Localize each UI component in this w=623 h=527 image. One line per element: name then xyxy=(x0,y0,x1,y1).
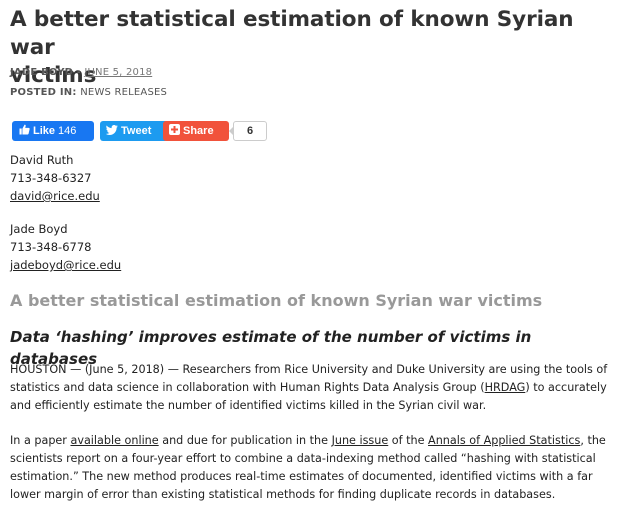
june-issue-link[interactable]: June issue xyxy=(331,434,389,447)
post-categories: POSTED IN: NEWS RELEASES xyxy=(10,86,167,100)
post-title-line1: A better statistical estimation of known… xyxy=(10,7,574,60)
paragraph-2-text-b: and due for publication in the xyxy=(158,434,332,447)
story-subheading: Data ‘hashing’ improves estimate of the … xyxy=(10,328,532,368)
post-date: JUNE 5, 2018 xyxy=(84,67,153,78)
paragraph-1-text-a: HOUSTON — (June 5, 2018) — Researchers f… xyxy=(10,363,608,394)
paragraph-2: In a paper available online and due for … xyxy=(10,432,610,504)
media-contact-2: Jade Boyd 713-348-6778 jadeboyd@rice.edu xyxy=(10,220,121,274)
thumbs-up-icon xyxy=(18,121,30,141)
available-online-link[interactable]: available online xyxy=(70,434,159,447)
category-link[interactable]: NEWS RELEASES xyxy=(80,87,168,98)
contact-email-link[interactable]: jadeboyd@rice.edu xyxy=(10,258,122,272)
twitter-bird-icon xyxy=(105,121,118,141)
media-contact-1: David Ruth 713-348-6327 david@rice.edu xyxy=(10,151,100,205)
byline: JADE BOYD - JUNE 5, 2018 xyxy=(10,66,152,80)
hrdag-link[interactable]: HRDAG xyxy=(484,381,526,394)
paragraph-2-text-a: In a paper xyxy=(10,434,71,447)
share-button[interactable]: Share xyxy=(163,121,229,141)
paragraph-2-text-d: , the scientists report on a four-year e… xyxy=(10,434,606,501)
tweet-button[interactable]: Tweet xyxy=(100,121,168,141)
paragraph-2-text-c: of the xyxy=(388,434,429,447)
contact-name: Jade Boyd xyxy=(10,222,68,236)
like-count: 146 xyxy=(58,125,77,137)
contact-name: David Ruth xyxy=(10,153,74,167)
author-link[interactable]: JADE BOYD xyxy=(10,67,74,78)
story-heading: A better statistical estimation of known… xyxy=(10,291,543,310)
facebook-like-button[interactable]: Like 146 xyxy=(12,121,94,141)
post-title: A better statistical estimation of known… xyxy=(10,6,610,90)
contact-phone: 713-348-6327 xyxy=(10,171,92,185)
annals-link[interactable]: Annals of Applied Statistics xyxy=(428,434,581,447)
like-label: Like xyxy=(33,125,56,137)
byline-separator: - xyxy=(76,67,81,78)
tweet-label: Tweet xyxy=(121,125,152,137)
paragraph-1: HOUSTON — (June 5, 2018) — Researchers f… xyxy=(10,361,610,415)
share-label: Share xyxy=(183,125,214,137)
share-count: 6 xyxy=(229,121,267,141)
contact-email-link[interactable]: david@rice.edu xyxy=(10,189,100,203)
paragraph-1-text-b: ) to accurately and efficiently estimate… xyxy=(10,381,607,412)
plus-icon xyxy=(169,124,180,135)
post-title-line2: victims xyxy=(10,63,97,88)
posted-in-label: POSTED IN: xyxy=(10,87,77,98)
contact-phone: 713-348-6778 xyxy=(10,240,92,254)
